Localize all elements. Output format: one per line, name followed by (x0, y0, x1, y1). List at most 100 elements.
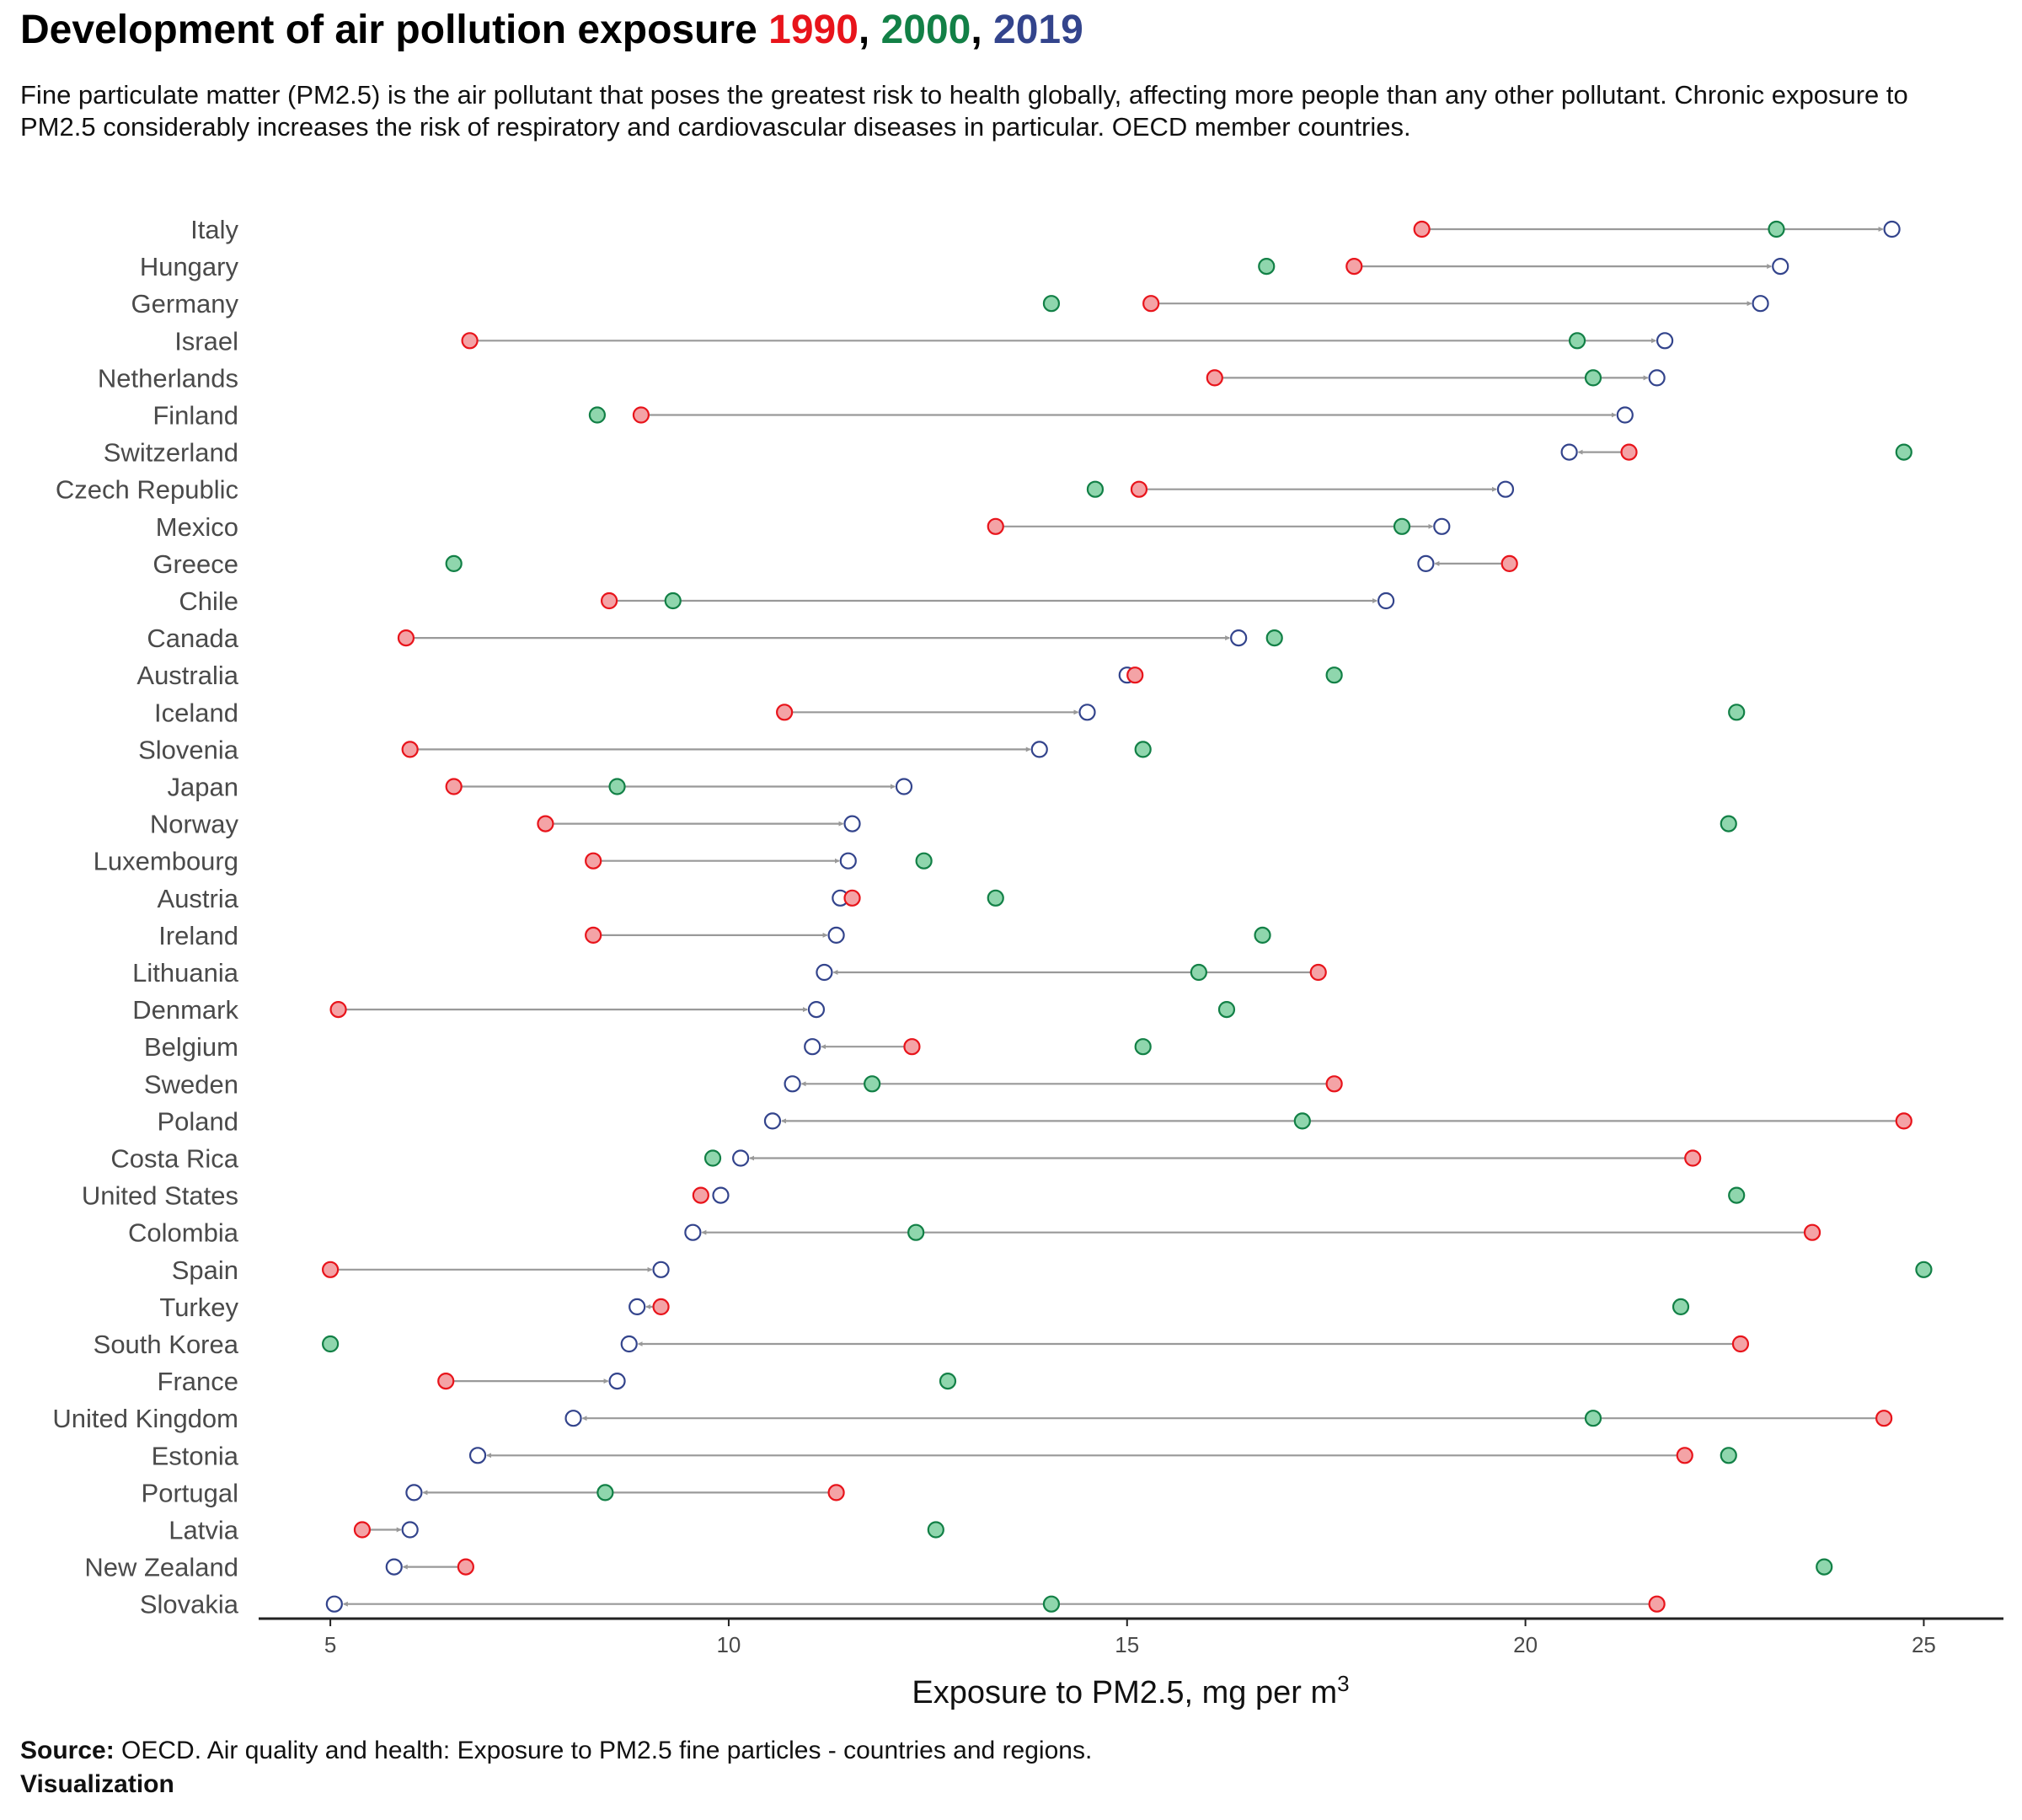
source-label: Source: (20, 1737, 115, 1764)
point-1990 (1309, 963, 1327, 982)
country-label: Ireland (158, 921, 238, 950)
point-1990 (903, 1038, 921, 1056)
point-1990 (1895, 1112, 1912, 1130)
point-1990 (322, 1261, 340, 1278)
point-1990 (537, 815, 554, 832)
title-year-2019: 2019 (993, 8, 1083, 52)
point-2019 (1648, 369, 1666, 387)
country-label: Portugal (142, 1478, 238, 1507)
country-row-netherlands: Netherlands (98, 363, 1666, 393)
country-label: Sweden (144, 1069, 238, 1099)
country-label: Turkey (159, 1293, 238, 1322)
country-label: Israel (174, 326, 238, 356)
point-2000 (1042, 1595, 1061, 1613)
point-2000 (1728, 1186, 1746, 1204)
point-2019 (1230, 629, 1248, 647)
point-2000 (1768, 220, 1785, 238)
point-2000 (596, 1484, 614, 1502)
country-row-greece: Greece (152, 549, 1518, 579)
point-2000 (1258, 258, 1276, 276)
point-2019 (804, 1038, 821, 1056)
country-row-canada: Canada (147, 624, 1283, 653)
visualization-label: Visualization (20, 1770, 174, 1798)
country-label: Germany (131, 289, 239, 318)
country-label: Iceland (154, 698, 238, 727)
point-2000 (1086, 480, 1105, 498)
point-2019 (564, 1410, 582, 1427)
point-1990 (1620, 443, 1638, 461)
point-1990 (353, 1521, 372, 1539)
point-2000 (608, 778, 626, 795)
country-row-latvia: Latvia (168, 1516, 944, 1545)
country-row-turkey: Turkey (159, 1293, 1690, 1322)
point-1990 (1126, 666, 1144, 684)
country-label: Denmark (132, 995, 238, 1025)
country-row-czech-republic: Czech Republic (56, 475, 1515, 505)
country-row-united-states: United States (82, 1181, 1746, 1211)
country-row-australia: Australia (136, 661, 1343, 690)
point-2019 (1078, 704, 1096, 721)
country-label: Switzerland (104, 438, 238, 468)
x-tick-label: 10 (716, 1632, 741, 1657)
country-label: France (158, 1367, 238, 1396)
point-2019 (1377, 592, 1395, 610)
point-2000 (1816, 1558, 1833, 1576)
x-axis-title: Exposure to PM2.5, mg per m3 (912, 1671, 1349, 1710)
point-1990 (397, 629, 415, 647)
point-2019 (839, 852, 857, 870)
country-row-luxembourg: Luxembourg (94, 847, 933, 876)
point-1990 (461, 332, 479, 350)
point-2019 (325, 1595, 343, 1613)
source-note: Source: OECD. Air quality and health: Ex… (20, 1734, 1092, 1801)
country-label: Czech Republic (56, 475, 238, 505)
x-axis-title-text: Exposure to PM2.5, mg per m (912, 1675, 1337, 1710)
point-2019 (405, 1484, 423, 1502)
point-2019 (1433, 517, 1451, 535)
point-1990 (1803, 1223, 1821, 1241)
point-1990 (776, 704, 794, 721)
point-1990 (1875, 1410, 1893, 1427)
country-label: Austria (158, 884, 239, 913)
point-2000 (1393, 517, 1411, 535)
title-separator: , (858, 8, 881, 52)
point-2019 (652, 1261, 670, 1278)
country-row-ireland: Ireland (158, 921, 1271, 950)
point-2000 (1217, 1000, 1236, 1019)
country-label: Poland (157, 1106, 238, 1136)
country-label: South Korea (94, 1330, 239, 1359)
point-2000 (907, 1223, 925, 1241)
country-label: Canada (147, 624, 238, 653)
country-label: Luxembourg (94, 847, 238, 876)
country-row-united-kingdom: United Kingdom (52, 1404, 1893, 1433)
country-label: Estonia (152, 1441, 239, 1470)
point-2000 (1720, 1447, 1737, 1464)
point-2019 (732, 1149, 750, 1167)
country-label: Australia (136, 661, 238, 690)
point-2019 (843, 815, 861, 832)
chart-title: Development of air pollution exposure 19… (20, 7, 1083, 53)
point-2000 (1293, 1112, 1311, 1130)
point-2000 (1042, 295, 1061, 313)
point-2000 (1325, 666, 1343, 684)
source-text: OECD. Air quality and health: Exposure t… (114, 1737, 1093, 1764)
point-2000 (1134, 1038, 1152, 1056)
point-2000 (939, 1372, 957, 1390)
country-row-switzerland: Switzerland (104, 438, 1912, 468)
point-1990 (1325, 1075, 1343, 1093)
country-row-chile: Chile (179, 586, 1395, 616)
point-1990 (329, 1000, 347, 1019)
point-1990 (652, 1298, 670, 1316)
country-row-japan: Japan (168, 773, 913, 802)
country-label: Finland (152, 401, 238, 431)
point-2019 (401, 1521, 419, 1539)
country-row-mexico: Mexico (156, 512, 1451, 542)
country-row-finland: Finland (152, 401, 1634, 431)
point-2019 (684, 1223, 702, 1241)
title-text: Development of air pollution exposure (20, 8, 769, 52)
x-tick-label: 15 (1115, 1632, 1139, 1657)
point-2019 (1030, 741, 1048, 758)
point-1990 (1142, 295, 1160, 313)
country-row-lithuania: Lithuania (132, 958, 1327, 988)
country-row-germany: Germany (131, 289, 1769, 318)
country-row-iceland: Iceland (154, 698, 1746, 727)
